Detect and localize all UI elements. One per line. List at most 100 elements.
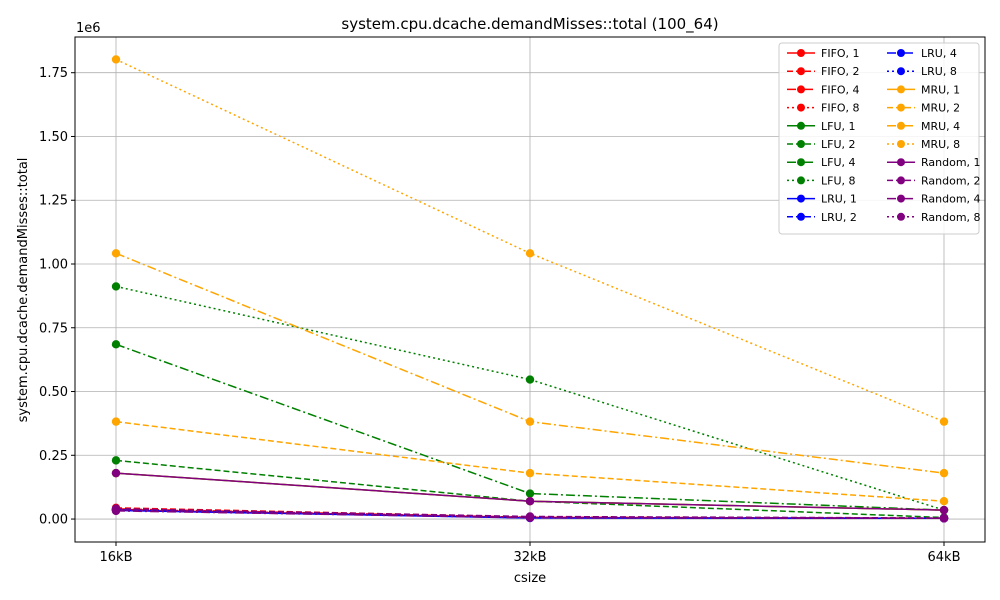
legend-item: Random, 4 xyxy=(887,193,981,206)
legend-marker xyxy=(797,103,805,112)
legend-label: MRU, 8 xyxy=(921,138,960,151)
legend-item: LFU, 4 xyxy=(787,156,856,169)
series-line xyxy=(115,58,945,423)
legend-label: FIFO, 1 xyxy=(821,47,860,60)
legend-marker xyxy=(897,67,905,76)
legend-label: LRU, 2 xyxy=(821,211,857,224)
data-point xyxy=(939,496,949,506)
data-point xyxy=(111,468,121,478)
legend-marker xyxy=(797,158,805,167)
legend-label: Random, 4 xyxy=(921,193,981,206)
y-axis-offset-text: 1e6 xyxy=(76,21,101,36)
legend-item: LFU, 2 xyxy=(787,138,856,151)
data-point xyxy=(939,505,949,515)
legend-item: LFU, 8 xyxy=(787,174,856,187)
x-tick-label: 64kB xyxy=(928,550,961,565)
data-point xyxy=(939,417,949,426)
legend-marker xyxy=(897,194,905,203)
legend-item: MRU, 2 xyxy=(887,102,960,115)
y-tick-label: 0.25 xyxy=(39,449,68,464)
legend-label: LRU, 4 xyxy=(921,47,957,60)
legend-marker xyxy=(897,176,905,185)
data-point xyxy=(525,249,535,258)
legend-marker xyxy=(797,49,805,57)
legend-marker xyxy=(797,121,805,130)
legend-marker xyxy=(897,212,905,221)
y-tick-label: 0.50 xyxy=(39,385,68,400)
x-tick-label: 16kB xyxy=(100,550,133,565)
series-line xyxy=(115,285,945,511)
legend-label: FIFO, 2 xyxy=(821,65,860,78)
data-point xyxy=(111,55,121,64)
y-tick-label: 1.00 xyxy=(39,257,68,272)
y-axis-label: system.cpu.dcache.demandMisses::total xyxy=(16,158,31,423)
data-point xyxy=(939,514,949,523)
y-tick-label: 0.00 xyxy=(39,513,68,528)
x-tick-label: 32kB xyxy=(514,550,547,565)
legend-item: LRU, 2 xyxy=(787,211,857,224)
legend: FIFO, 1 FIFO, 2 FIFO, 4 FIFO, 8 LFU, 1 LFU, 2… xyxy=(778,42,981,235)
y-tick-label: 1.75 xyxy=(39,66,68,81)
legend-marker xyxy=(797,176,805,185)
legend-item: FIFO, 2 xyxy=(787,65,860,78)
legend-label: LRU, 8 xyxy=(921,65,957,78)
x-axis-label: csize xyxy=(514,571,546,586)
legend-item: MRU, 8 xyxy=(887,138,960,151)
legend-marker xyxy=(897,158,905,167)
data-point xyxy=(525,468,535,478)
legend-label: LFU, 2 xyxy=(821,138,856,151)
legend-item: LFU, 1 xyxy=(787,120,856,133)
data-point xyxy=(939,468,949,478)
legend-label: FIFO, 8 xyxy=(821,102,860,115)
y-tick-label: 0.75 xyxy=(39,321,68,336)
legend-box xyxy=(778,42,980,235)
legend-label: LFU, 8 xyxy=(821,174,856,187)
series-random-8 xyxy=(111,505,949,523)
legend-item: LRU, 4 xyxy=(887,47,957,60)
chart-title: system.cpu.dcache.demandMisses::total (1… xyxy=(341,15,718,34)
legend-label: LRU, 1 xyxy=(821,193,857,206)
legend-marker xyxy=(897,140,905,148)
legend-marker xyxy=(897,85,905,94)
data-point xyxy=(525,375,535,384)
series-lines xyxy=(111,55,949,523)
legend-marker xyxy=(897,49,905,57)
data-point xyxy=(111,282,121,291)
legend-label: Random, 1 xyxy=(921,156,981,169)
legend-marker xyxy=(797,212,805,221)
data-point xyxy=(111,505,121,515)
y-tick-label: 1.50 xyxy=(39,130,68,145)
series-random-1 xyxy=(111,468,949,515)
legend-marker xyxy=(797,67,805,76)
legend-item: FIFO, 4 xyxy=(787,83,860,96)
legend-label: LFU, 1 xyxy=(821,120,856,133)
series-mru-2 xyxy=(111,417,949,506)
legend-label: MRU, 1 xyxy=(921,83,960,96)
data-point xyxy=(525,496,535,506)
legend-item: LRU, 8 xyxy=(887,65,957,78)
y-tick-label: 1.25 xyxy=(39,194,68,209)
legend-marker xyxy=(897,103,905,112)
series-mru-8 xyxy=(111,55,949,426)
legend-item: LRU, 1 xyxy=(787,193,857,206)
legend-label: Random, 2 xyxy=(921,174,981,187)
data-point xyxy=(525,513,535,522)
data-point xyxy=(111,340,121,349)
legend-marker xyxy=(797,140,805,148)
legend-label: MRU, 2 xyxy=(921,102,960,115)
legend-item: MRU, 1 xyxy=(887,83,960,96)
data-point xyxy=(111,456,121,465)
legend-label: MRU, 4 xyxy=(921,120,960,133)
series-line xyxy=(115,343,945,511)
legend-label: FIFO, 4 xyxy=(821,83,860,96)
legend-item: FIFO, 8 xyxy=(787,102,860,115)
y-axis-ticks: 0.00 0.25 0.50 0.75 1.00 1.25 1.50 1.75 xyxy=(39,66,75,528)
legend-label: Random, 8 xyxy=(921,211,981,224)
legend-item: FIFO, 1 xyxy=(787,47,860,60)
legend-marker xyxy=(797,85,805,94)
data-point xyxy=(111,249,121,258)
legend-marker xyxy=(797,194,805,203)
x-axis-ticks: 16kB 32kB 64kB xyxy=(100,542,961,565)
data-point xyxy=(525,489,535,498)
